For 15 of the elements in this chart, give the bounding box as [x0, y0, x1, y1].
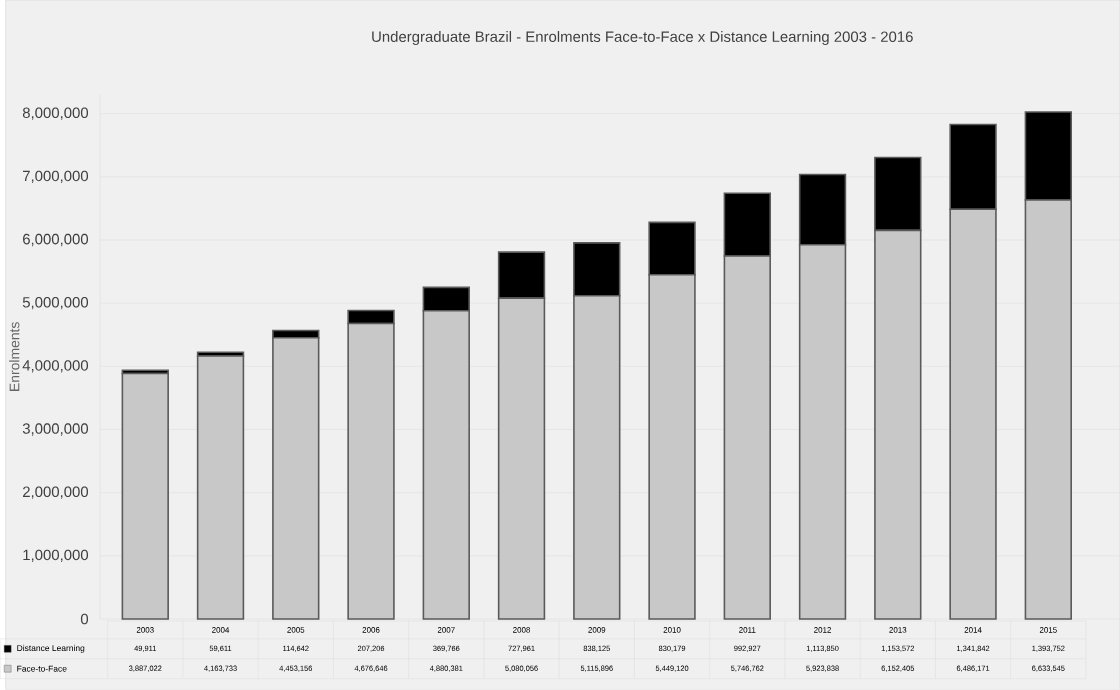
y-tick-label: 1,000,000: [23, 549, 89, 563]
bar: [121, 372, 169, 620]
y-tick-label: 0: [80, 613, 89, 625]
y-tick-label: 8,000,000: [22, 107, 89, 120]
y-tick-label: 4,000,000: [22, 360, 89, 373]
y-axis-title: Enrolments: [9, 322, 20, 392]
y-tick-label: 6,000,000: [23, 233, 89, 247]
y-tick-label: 7,000,000: [23, 170, 89, 184]
y-tick-label: 5,000,000: [22, 297, 89, 310]
chart-title: Undergraduate Brazil - Enrolments Face-to-Face x Distance Learning 2003 - 2016: [372, 31, 913, 46]
legend-label: Distance Learning: [17, 644, 85, 653]
bar: [196, 355, 245, 620]
legend-label: Face-to-Face: [17, 665, 67, 672]
y-tick-label: 3,000,000: [22, 423, 89, 436]
y-tick-label: 2,000,000: [23, 486, 89, 499]
